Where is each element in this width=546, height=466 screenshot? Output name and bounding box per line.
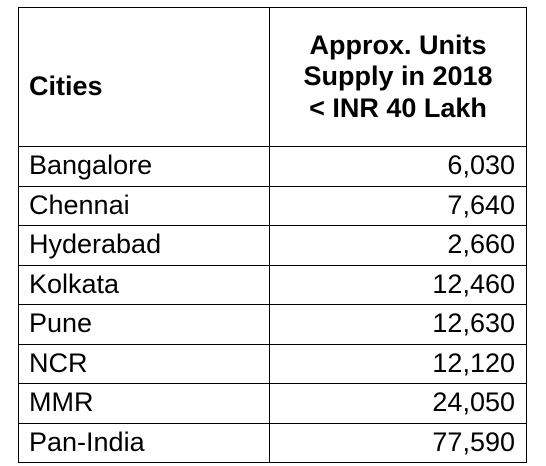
city-cell: Hyderabad — [18, 225, 270, 266]
city-cell: NCR — [18, 343, 270, 384]
header-units: Approx. Units Supply in 2018 < INR 40 La… — [269, 7, 527, 147]
table-row: Bangalore 6,030 — [18, 146, 527, 187]
city-cell: Kolkata — [18, 264, 270, 305]
units-cell: 12,630 — [269, 304, 527, 345]
table-row: Kolkata 12,460 — [18, 264, 527, 305]
units-cell: 7,640 — [269, 185, 527, 226]
header-units-line-1: Approx. Units — [309, 30, 487, 61]
city-cell: Pan-India — [18, 422, 270, 463]
units-cell: 6,030 — [269, 146, 527, 187]
units-cell: 12,120 — [269, 343, 527, 384]
city-cell: Pune — [18, 304, 270, 345]
table-row: Pan-India 77,590 — [18, 422, 527, 463]
units-cell: 12,460 — [269, 264, 527, 305]
table-row: NCR 12,120 — [18, 343, 527, 384]
table-row: Chennai 7,640 — [18, 185, 527, 226]
header-units-line-3: < INR 40 Lakh — [309, 92, 487, 123]
table-container: Cities Approx. Units Supply in 2018 < IN… — [18, 7, 527, 463]
city-cell: Bangalore — [18, 146, 270, 187]
table-row: MMR 24,050 — [18, 383, 527, 424]
table-header-row: Cities Approx. Units Supply in 2018 < IN… — [18, 7, 527, 147]
city-cell: MMR — [18, 383, 270, 424]
units-cell: 24,050 — [269, 383, 527, 424]
header-cities: Cities — [18, 7, 270, 147]
table-row: Pune 12,630 — [18, 304, 527, 345]
header-units-line-2: Supply in 2018 — [303, 61, 493, 92]
units-cell: 2,660 — [269, 225, 527, 266]
city-cell: Chennai — [18, 185, 270, 226]
table-row: Hyderabad 2,660 — [18, 225, 527, 266]
supply-table: Cities Approx. Units Supply in 2018 < IN… — [18, 7, 527, 463]
units-cell: 77,590 — [269, 422, 527, 463]
